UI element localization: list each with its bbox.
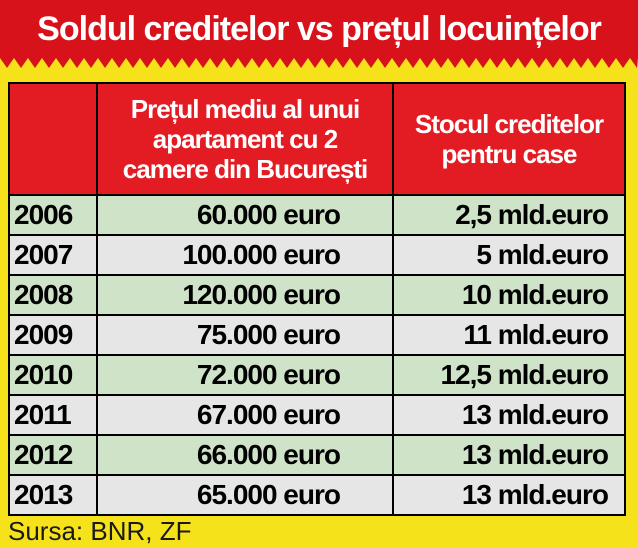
stock-cell: 11 mld.euro: [392, 314, 626, 356]
zigzag-divider: [0, 57, 638, 68]
year-cell: 2010: [8, 354, 98, 396]
price-cell: 65.000 euro: [96, 474, 394, 516]
table-row: 2006 60.000 euro 2,5 mld.euro: [8, 194, 626, 236]
table-row: 2008 120.000 euro 10 mld.euro: [8, 274, 626, 316]
header-year: [8, 82, 98, 196]
table-header-row: Prețul mediu al unui apartament cu 2 cam…: [8, 82, 626, 196]
table-row: 2012 66.000 euro 13 mld.euro: [8, 434, 626, 476]
table-row: 2007 100.000 euro 5 mld.euro: [8, 234, 626, 276]
header-stock-line: Stocul creditelor: [414, 109, 604, 139]
stock-cell: 12,5 mld.euro: [392, 354, 626, 396]
stock-cell: 5 mld.euro: [392, 234, 626, 276]
data-table: Prețul mediu al unui apartament cu 2 cam…: [8, 82, 626, 516]
stock-cell: 13 mld.euro: [392, 394, 626, 436]
table-row: 2011 67.000 euro 13 mld.euro: [8, 394, 626, 436]
table-row: 2013 65.000 euro 13 mld.euro: [8, 474, 626, 516]
price-cell: 100.000 euro: [96, 234, 394, 276]
price-cell: 67.000 euro: [96, 394, 394, 436]
year-cell: 2013: [8, 474, 98, 516]
table-row: 2009 75.000 euro 11 mld.euro: [8, 314, 626, 356]
header-price-line: camere din București: [122, 154, 368, 184]
header-price-line: Prețul mediu al unui: [130, 94, 360, 124]
price-cell: 60.000 euro: [96, 194, 394, 236]
stock-cell: 10 mld.euro: [392, 274, 626, 316]
year-cell: 2008: [8, 274, 98, 316]
price-cell: 75.000 euro: [96, 314, 394, 356]
stock-cell: 2,5 mld.euro: [392, 194, 626, 236]
title-banner: Soldul creditelor vs prețul locuințelor: [0, 0, 638, 58]
price-cell: 120.000 euro: [96, 274, 394, 316]
year-cell: 2012: [8, 434, 98, 476]
stock-cell: 13 mld.euro: [392, 474, 626, 516]
header-price-line: apartament cu 2: [152, 124, 338, 154]
year-cell: 2009: [8, 314, 98, 356]
header-stock: Stocul creditelor pentru case: [392, 82, 626, 196]
header-stock-line: pentru case: [441, 139, 578, 169]
stock-cell: 13 mld.euro: [392, 434, 626, 476]
table-row: 2010 72.000 euro 12,5 mld.euro: [8, 354, 626, 396]
year-cell: 2006: [8, 194, 98, 236]
year-cell: 2007: [8, 234, 98, 276]
source-note: Sursa: BNR, ZF: [8, 516, 192, 546]
price-cell: 66.000 euro: [96, 434, 394, 476]
year-cell: 2011: [8, 394, 98, 436]
page-title: Soldul creditelor vs prețul locuințelor: [37, 9, 602, 48]
price-cell: 72.000 euro: [96, 354, 394, 396]
header-price: Prețul mediu al unui apartament cu 2 cam…: [96, 82, 394, 196]
